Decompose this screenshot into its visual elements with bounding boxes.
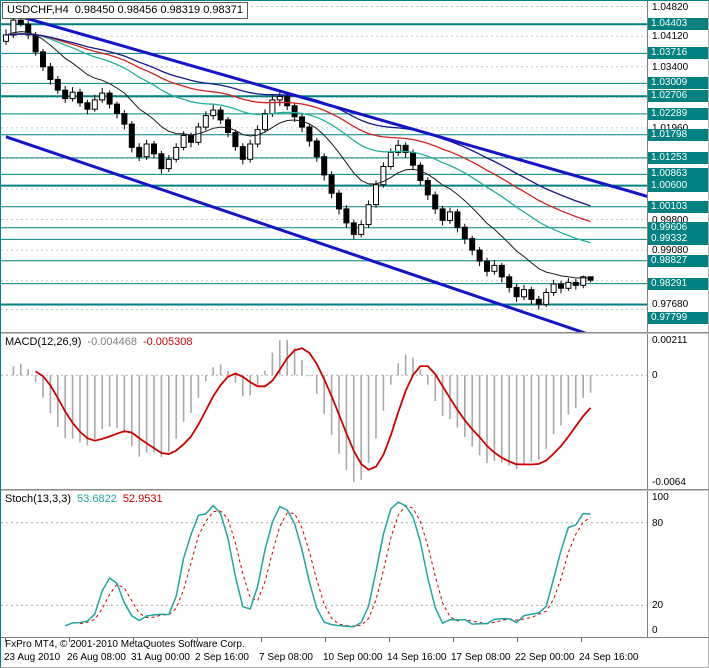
macd-histogram <box>12 340 592 482</box>
time-axis-label: 14 Sep 16:00 <box>387 652 447 663</box>
time-axis[interactable]: FxPro MT4, © 2001-2010 MetaQuotes Softwa… <box>1 637 708 667</box>
price-level-badge: 1.01253 <box>648 151 708 164</box>
stochastic-signal-value: 52.9531 <box>122 493 163 505</box>
time-axis-label: 26 Aug 08:00 <box>67 652 126 663</box>
stochastic-main-value: 53.6822 <box>77 493 117 505</box>
channel-trendline <box>5 135 587 332</box>
stochastic-axis-label: 20 <box>652 600 664 612</box>
channel-trendline <box>5 11 647 198</box>
macd-axis-label: -0.0064 <box>652 477 686 488</box>
macd-axis-label: 0 <box>652 370 658 382</box>
price-level-badge: 1.02706 <box>648 90 708 103</box>
price-level-badge: 1.01798 <box>648 128 708 141</box>
stochastic-axis-label: 100 <box>652 492 669 503</box>
price-level-badge: 0.99606 <box>648 221 708 234</box>
price-axis-label: 0.99800 <box>652 214 689 226</box>
time-tick <box>133 638 134 642</box>
stochastic-axis-label: 0 <box>652 625 658 636</box>
price-level-badge: 1.00600 <box>648 179 708 192</box>
time-tick <box>581 638 582 642</box>
price-level-badge: 1.00103 <box>648 200 708 213</box>
stochastic-signal-line <box>79 505 591 627</box>
time-axis-label: 31 Aug 00:00 <box>131 652 190 663</box>
macd-signal-value: -0.005308 <box>142 336 193 348</box>
trendlines <box>5 11 647 332</box>
panel-separator[interactable] <box>1 489 708 491</box>
price-axis-label: 1.01960 <box>652 123 688 134</box>
symbol-timeframe-label: USDCHF,H4 <box>7 4 69 16</box>
price-chart-panel: USDCHF,H4 0.98450 0.98456 0.98319 0.98371… <box>1 1 708 332</box>
price-level-badge: 1.04403 <box>648 18 708 31</box>
ohlc-info-box: USDCHF,H4 0.98450 0.98456 0.98319 0.98371 <box>2 2 248 19</box>
time-axis-label: 17 Sep 08:00 <box>451 652 511 663</box>
price-level-badge: 1.03716 <box>648 47 708 60</box>
price-level-badge: 1.00863 <box>648 168 708 181</box>
time-tick <box>197 638 198 642</box>
stochastic-canvas[interactable] <box>1 491 647 637</box>
price-chart-canvas[interactable] <box>1 1 647 332</box>
price-axis-label: 0.97680 <box>652 298 689 310</box>
macd-label: MACD(12,26,9) -0.004468 -0.005308 <box>5 336 199 349</box>
stochastic-label: Stoch(13,3,3) 53.6822 52.9531 <box>5 493 169 506</box>
price-axis-label: 1.03400 <box>652 61 689 73</box>
price-level-badge: 1.03009 <box>648 77 708 90</box>
moving-average-line-13 <box>5 31 591 279</box>
time-axis-label: 22 Sep 00:00 <box>515 652 575 663</box>
stochastic-axis-label: 80 <box>652 517 664 529</box>
price-level-badge: 1.02289 <box>648 107 708 120</box>
price-axis[interactable]: 1.04820 1.04120 1.03400 1.01960 0.99800 0.990… <box>647 1 708 332</box>
price-level-badge: 0.97799 <box>648 312 708 325</box>
panel-separator[interactable] <box>1 332 708 334</box>
macd-canvas[interactable] <box>1 334 647 489</box>
stochastic-panel: Stoch(13,3,3) 53.6822 52.9531 100 80 20 0 <box>1 491 708 637</box>
moving-average-line-48 <box>5 33 591 223</box>
price-axis-label: 0.99080 <box>652 245 689 257</box>
macd-axis[interactable]: 0.00211 0 -0.0064 <box>647 334 708 489</box>
price-level-badge: 0.98291 <box>648 277 708 290</box>
price-axis-label: 1.04120 <box>652 31 689 43</box>
time-axis-label: 23 Aug 2010 <box>4 652 61 663</box>
time-tick <box>261 638 262 642</box>
time-axis-label: 2 Sep 16:00 <box>195 652 249 663</box>
price-axis-label: 1.04820 <box>652 1 689 13</box>
macd-axis-label: 0.00211 <box>652 335 688 346</box>
time-axis-label: 24 Sep 16:00 <box>579 652 639 663</box>
time-tick <box>389 638 390 642</box>
time-tick <box>325 638 326 642</box>
stochastic-axis[interactable]: 100 80 20 0 <box>647 491 708 637</box>
price-level-badge: 0.98827 <box>648 254 708 267</box>
candles <box>3 8 594 310</box>
stochastic-main-line <box>64 501 591 628</box>
macd-signal-line <box>35 347 592 471</box>
time-tick <box>453 638 454 642</box>
macd-panel: MACD(12,26,9) -0.004468 -0.005308 0.00211 0… <box>1 334 708 489</box>
copyright-text: FxPro MT4, © 2001-2010 MetaQuotes Softwa… <box>5 639 245 650</box>
ohlc-values: 0.98450 0.98456 0.98319 0.98371 <box>74 4 243 16</box>
stochastic-name: Stoch(13,3,3) <box>5 493 72 505</box>
time-axis-label: 10 Sep 00:00 <box>323 652 383 663</box>
time-tick <box>517 638 518 642</box>
time-tick <box>5 638 6 642</box>
price-level-badge: 0.99332 <box>648 233 708 246</box>
macd-main-value: -0.004468 <box>87 336 137 348</box>
moving-average-line-34 <box>5 32 591 244</box>
time-axis-label: 7 Sep 08:00 <box>259 652 313 663</box>
time-tick <box>69 638 70 642</box>
macd-name: MACD(12,26,9) <box>5 336 82 348</box>
